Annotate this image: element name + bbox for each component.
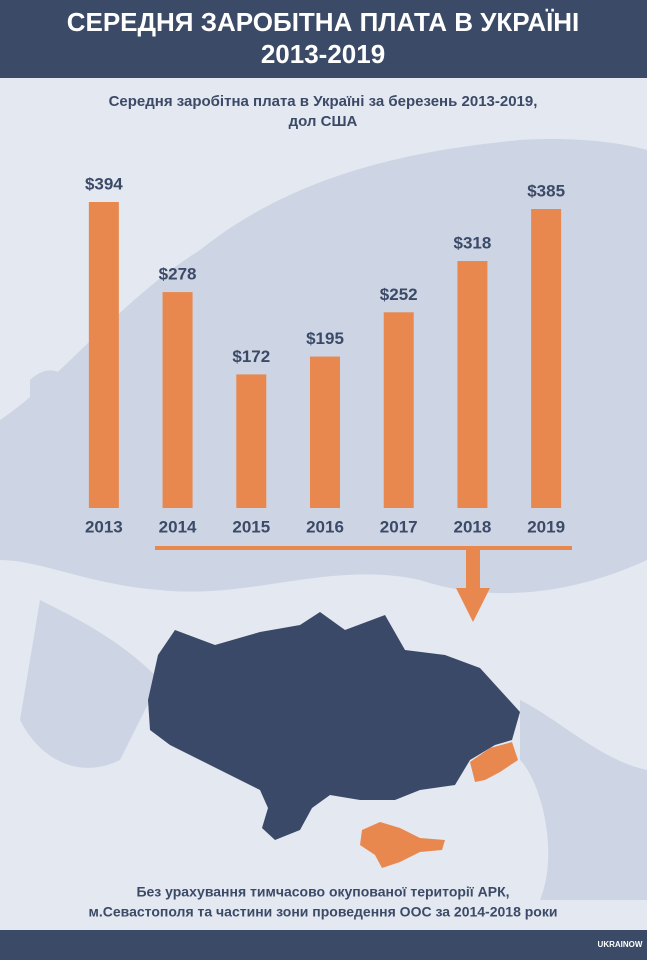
title: СЕРЕДНЯ ЗАРОБІТНА ПЛАТА В УКРАЇНІ [67, 7, 580, 37]
bar [457, 261, 488, 508]
value-label: $172 [232, 347, 270, 366]
value-label: $394 [85, 174, 123, 193]
note: Без урахування тимчасово окупованої тери… [136, 884, 509, 900]
header [0, 0, 647, 78]
bar [531, 208, 562, 508]
subtitle: дол США [289, 113, 358, 130]
note: м.Севастополя та частини зони проведення… [89, 904, 558, 920]
subtitle: Середня заробітна плата в Україні за бер… [109, 93, 538, 110]
arrow [155, 546, 572, 622]
ukraine-map [148, 612, 520, 868]
bar [162, 292, 193, 508]
x-tick-label: 2019 [527, 517, 565, 536]
x-tick-label: 2018 [454, 517, 492, 536]
bar [88, 202, 119, 508]
logo: UKRAINOW [598, 940, 643, 949]
x-tick-label: 2017 [380, 517, 418, 536]
x-tick-label: 2015 [232, 517, 270, 536]
value-label: $318 [454, 234, 492, 253]
value-label: $195 [306, 329, 344, 348]
x-tick-label: 2013 [85, 517, 123, 536]
x-tick-label: 2014 [159, 517, 197, 536]
value-label: $385 [527, 181, 565, 200]
title: 2013-2019 [261, 39, 385, 69]
bar [383, 312, 414, 508]
footer [0, 930, 647, 960]
x-tick-label: 2016 [306, 517, 344, 536]
bar [310, 356, 340, 508]
value-label: $278 [159, 265, 197, 284]
value-label: $252 [380, 285, 418, 304]
bar [236, 374, 267, 508]
